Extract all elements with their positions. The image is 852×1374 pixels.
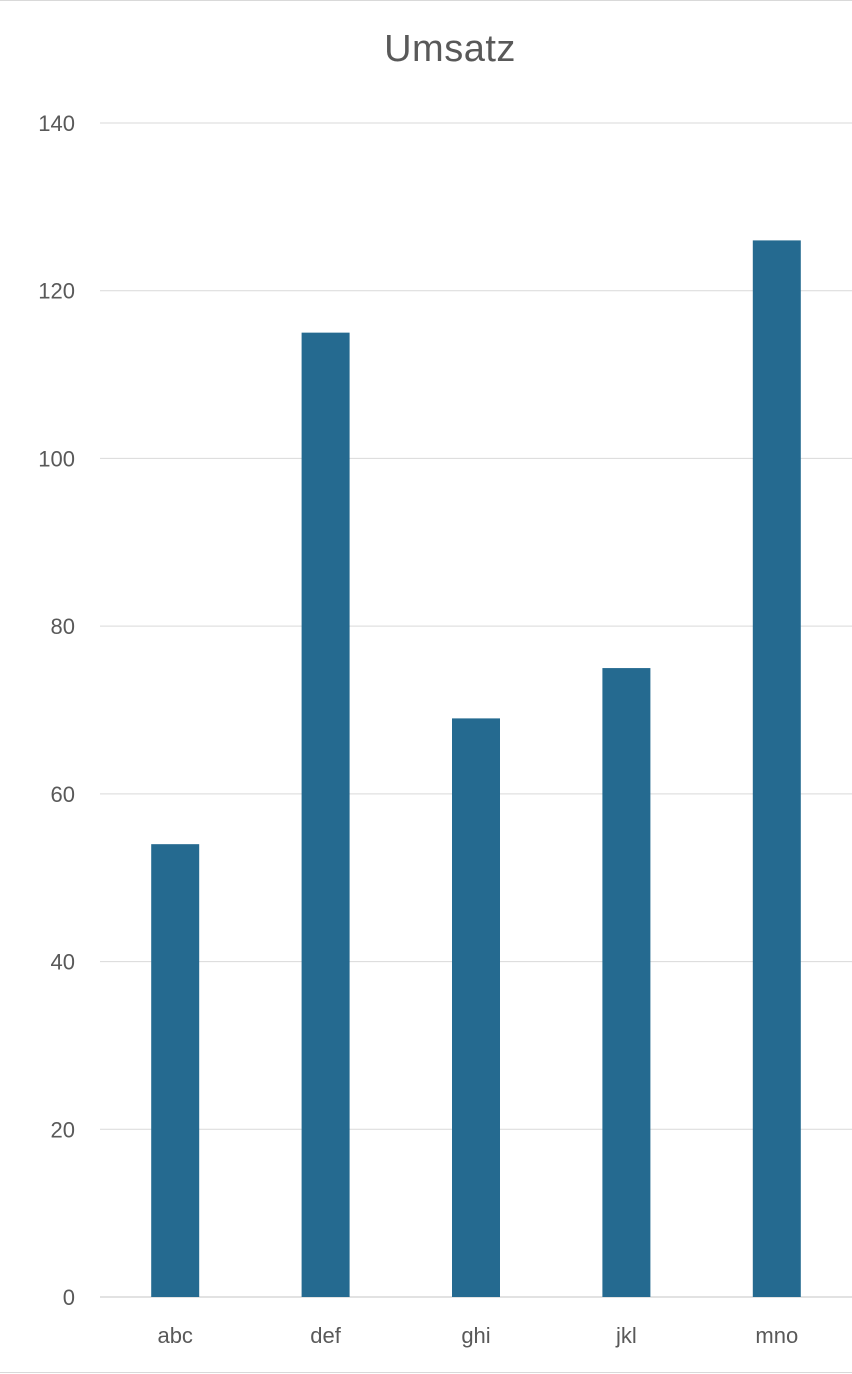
y-tick-label: 100	[38, 446, 75, 471]
chart-title: Umsatz	[384, 28, 516, 70]
y-tick-label: 60	[51, 782, 75, 807]
y-tick-label: 120	[38, 279, 75, 304]
y-tick-label: 20	[51, 1117, 75, 1142]
bar-jkl	[602, 668, 651, 1297]
x-tick-label: def	[310, 1323, 341, 1348]
y-tick-label: 140	[38, 111, 75, 136]
bar-mno	[752, 240, 801, 1297]
x-tick-label: ghi	[461, 1323, 490, 1348]
bar-ghi	[452, 718, 500, 1297]
chart-border-top	[0, 0, 852, 1]
y-tick-label: 40	[51, 950, 75, 975]
bar-def	[301, 332, 350, 1298]
x-tick-label: jkl	[615, 1323, 637, 1348]
y-tick-label: 80	[51, 614, 75, 639]
x-tick-label: mno	[755, 1323, 798, 1348]
bar-abc	[151, 844, 200, 1297]
x-tick-label: abc	[157, 1323, 192, 1348]
y-tick-label: 0	[63, 1285, 75, 1310]
chart-border-bottom	[0, 1372, 852, 1373]
